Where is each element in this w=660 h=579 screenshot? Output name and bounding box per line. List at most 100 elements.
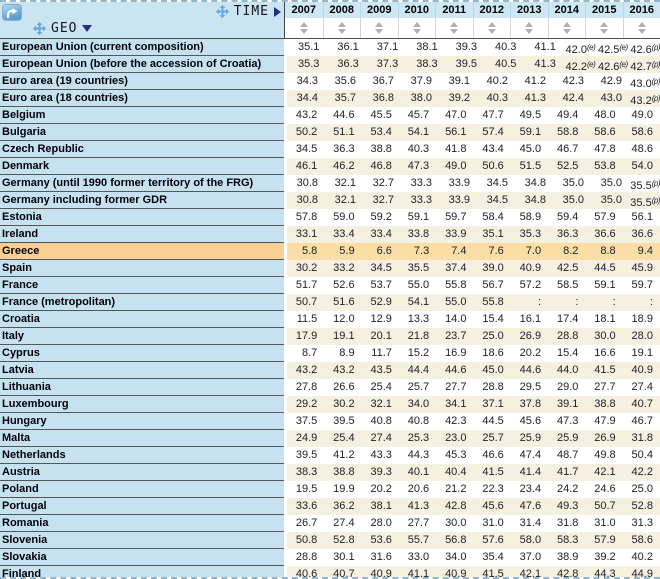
year-header-2014[interactable]: 2014 xyxy=(547,2,585,18)
row-label[interactable]: Slovenia xyxy=(0,532,284,549)
data-cell: 55.8 xyxy=(445,279,467,291)
sort-control[interactable] xyxy=(397,18,435,38)
sort-control[interactable] xyxy=(435,18,473,38)
year-header-2007[interactable]: 2007 xyxy=(285,2,323,18)
data-cell: 27.4 xyxy=(333,517,355,529)
data-cell: 29.5 xyxy=(519,381,542,393)
row-label[interactable]: European Union (before the accession of … xyxy=(0,56,284,73)
data-cell: 7.4 xyxy=(451,245,467,257)
data-cell: 28.0 xyxy=(370,517,392,529)
data-cell: 47.3 xyxy=(407,160,430,172)
data-cell: 46.2 xyxy=(333,160,355,172)
data-cell: 7.0 xyxy=(525,245,542,257)
row-label[interactable]: Estonia xyxy=(0,209,284,226)
row-label[interactable]: Italy xyxy=(0,328,284,345)
year-header-2008[interactable]: 2008 xyxy=(322,2,360,18)
triangle-right-icon[interactable] xyxy=(274,6,281,17)
data-cell: : xyxy=(538,296,542,308)
row-label[interactable]: Denmark xyxy=(0,158,284,175)
data-cell: 34.8 xyxy=(524,177,546,189)
data-cell: 59.1 xyxy=(519,126,542,138)
row-label[interactable]: Belgium xyxy=(0,107,284,124)
row-label[interactable]: Spain xyxy=(0,260,284,277)
row-label[interactable]: Greece xyxy=(0,243,284,260)
row-label[interactable]: Cyprus xyxy=(0,345,284,362)
row-label[interactable]: Romania xyxy=(0,515,284,532)
data-cell: 33.9 xyxy=(448,194,470,206)
row-label[interactable]: Czech Republic xyxy=(0,141,284,158)
data-cell: 36.6 xyxy=(594,228,616,240)
row-label[interactable]: Germany (until 1990 former territory of … xyxy=(0,175,284,192)
data-cell: 44.5 xyxy=(594,262,616,274)
row-label[interactable]: Austria xyxy=(0,464,284,481)
row-label[interactable]: France xyxy=(0,277,284,294)
data-cell: 43.0 xyxy=(600,92,622,104)
sort-down-icon xyxy=(637,29,646,34)
row-label[interactable]: Germany including former GDR xyxy=(0,192,284,209)
row-label[interactable]: Finland xyxy=(0,566,284,577)
row-label[interactable]: Latvia xyxy=(0,362,284,379)
data-cell: 37.1 xyxy=(482,398,504,410)
data-cell: 36.1 xyxy=(337,41,359,53)
year-header-2009[interactable]: 2009 xyxy=(360,2,398,18)
geo-dimension-header[interactable]: GEO xyxy=(33,21,93,36)
sort-control[interactable] xyxy=(547,18,585,38)
data-cell: 42.5 xyxy=(556,262,579,274)
row-label[interactable]: Ireland xyxy=(0,226,284,243)
sort-control[interactable] xyxy=(472,18,510,38)
row-label[interactable]: Poland xyxy=(0,481,284,498)
table-row: 30.8 32.1 32.7 33.3 33.9 34.5 34.8 35.0 35.0 35.5… xyxy=(287,192,660,209)
row-label[interactable]: Croatia xyxy=(0,311,284,328)
year-header-2013[interactable]: 2013 xyxy=(510,2,548,18)
data-cell: 48.0 xyxy=(594,109,616,121)
row-label[interactable]: France (metropolitan) xyxy=(0,294,284,311)
data-cell: 56.1 xyxy=(445,126,467,138)
year-header-2011[interactable]: 2011 xyxy=(435,2,473,18)
row-label[interactable]: European Union (current composition) xyxy=(0,39,284,56)
row-label[interactable]: Hungary xyxy=(0,413,284,430)
data-cell: 33.0 xyxy=(407,551,430,563)
row-label[interactable]: Slovakia xyxy=(0,549,284,566)
row-label[interactable]: Lithuania xyxy=(0,379,284,396)
sort-up-down-icon xyxy=(600,22,609,34)
data-cell: 26.9 xyxy=(519,330,542,342)
data-cell: 57.8 xyxy=(295,211,318,223)
triangle-down-icon[interactable] xyxy=(82,25,93,32)
pivot-icon[interactable] xyxy=(2,4,22,21)
row-label[interactable]: Luxembourg xyxy=(0,396,284,413)
year-header-2015[interactable]: 2015 xyxy=(585,2,623,18)
row-label[interactable]: Netherlands xyxy=(0,447,284,464)
year-header-2016[interactable]: 2016 xyxy=(622,2,660,18)
geo-label-column: European Union (current composition) Euro… xyxy=(0,39,287,577)
sort-control[interactable] xyxy=(585,18,623,38)
row-label[interactable]: Portugal xyxy=(0,498,284,515)
data-cell: 59.4 xyxy=(556,211,579,223)
sort-control[interactable] xyxy=(510,18,548,38)
data-cell: 50.8 xyxy=(295,534,318,546)
sort-control[interactable] xyxy=(622,18,660,38)
row-label[interactable]: Euro area (18 countries) xyxy=(0,90,284,107)
sort-up-down-icon xyxy=(412,22,421,34)
sort-up-icon xyxy=(375,22,384,27)
data-cell: 44.6 xyxy=(519,364,542,376)
sort-control[interactable] xyxy=(322,18,360,38)
data-cell: 39.3 xyxy=(370,466,392,478)
time-dimension-header[interactable]: TIME xyxy=(215,4,281,19)
year-header-2012[interactable]: 2012 xyxy=(472,2,510,18)
row-label[interactable]: Malta xyxy=(0,430,284,447)
data-cell: 58.9 xyxy=(519,211,542,223)
data-cell: 54.1 xyxy=(407,296,430,308)
data-cell: 41.8 xyxy=(445,143,467,155)
sort-control[interactable] xyxy=(285,18,323,38)
data-cell: 50.2 xyxy=(295,126,318,138)
sort-control[interactable] xyxy=(360,18,398,38)
row-label[interactable]: Bulgaria xyxy=(0,124,284,141)
data-cell: 44.3 xyxy=(407,449,430,461)
data-cell: 42.6(e) xyxy=(597,60,628,73)
data-cell: 27.4 xyxy=(631,381,653,393)
year-header-2010[interactable]: 2010 xyxy=(397,2,435,18)
data-cell: 34.3 xyxy=(296,75,318,87)
data-cell: 34.0 xyxy=(407,398,430,410)
data-cell: 38.8 xyxy=(594,398,616,410)
row-label[interactable]: Euro area (19 countries) xyxy=(0,73,284,90)
